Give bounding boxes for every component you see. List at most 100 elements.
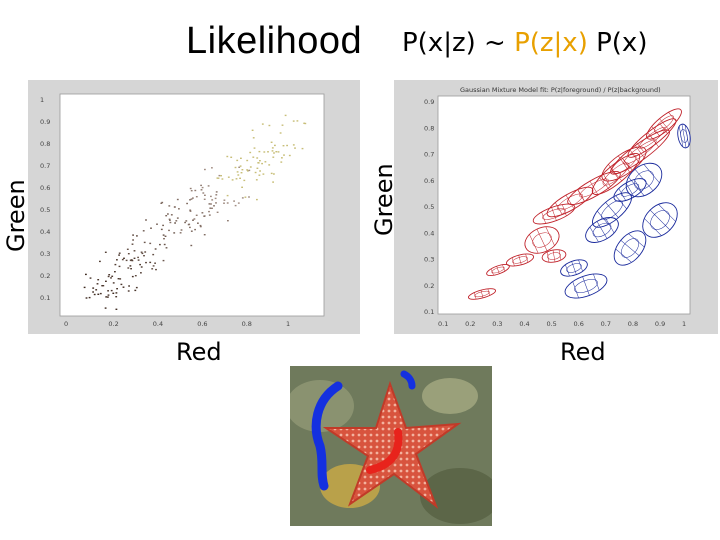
gaussian-mesh-ring xyxy=(547,252,561,260)
gaussian-mesh-line xyxy=(668,112,677,122)
gaussian-component xyxy=(585,217,619,243)
left-ytick-label: 0.4 xyxy=(40,228,50,236)
formula-highlight: P(z|x) xyxy=(514,28,588,58)
gaussian-mesh-line xyxy=(597,210,609,225)
gaussian-ellipse xyxy=(532,203,576,225)
scatter-point xyxy=(284,114,287,117)
scatter-point xyxy=(261,123,264,125)
scatter-point xyxy=(223,202,225,204)
gaussian-mesh-line xyxy=(502,264,506,272)
gaussian-mesh-line xyxy=(496,266,500,274)
scatter-point xyxy=(270,141,273,143)
gaussian-mesh-line xyxy=(608,164,619,179)
scatter-point xyxy=(202,192,205,194)
scatter-point xyxy=(149,242,152,245)
scatter-point xyxy=(257,162,260,164)
gaussian-component xyxy=(560,259,588,277)
left-xtick-label: 0 xyxy=(64,320,68,328)
gaussian-mesh-ring xyxy=(512,256,528,264)
gaussian-mesh-ring xyxy=(592,222,612,238)
gaussian-mesh-line xyxy=(487,288,490,296)
scatter-point xyxy=(116,288,118,290)
background-stroke xyxy=(400,370,416,390)
right-ytick-label: 0.4 xyxy=(424,229,434,237)
scatter-point xyxy=(185,220,188,222)
gaussian-mesh-ring xyxy=(654,115,674,133)
scatter-point xyxy=(236,171,239,173)
scatter-point xyxy=(304,122,307,125)
starfish xyxy=(322,380,462,509)
gaussian-mesh-ring xyxy=(491,266,505,274)
scatter-point xyxy=(168,229,170,232)
scatter-point xyxy=(258,174,261,176)
scatter-point xyxy=(152,265,155,267)
gaussian-mesh-line xyxy=(578,259,583,272)
scatter-point xyxy=(95,289,98,291)
scatter-point xyxy=(180,229,183,231)
gaussian-component xyxy=(567,171,621,205)
right-xtick-label: 1 xyxy=(682,320,686,328)
scatter-point xyxy=(163,238,165,240)
scatter-point xyxy=(241,197,244,199)
scatter-point xyxy=(292,120,295,122)
scatter-point xyxy=(201,212,204,214)
scatter-point xyxy=(143,255,145,257)
scatter-point xyxy=(247,170,249,172)
left-ytick-label: 0.7 xyxy=(40,162,50,170)
scatter-point xyxy=(115,292,118,294)
left-xtick-label: 1 xyxy=(286,320,290,328)
left-ytick-label: 1 xyxy=(40,96,44,104)
gaussian-mesh-line xyxy=(625,182,635,198)
scatter-point xyxy=(264,161,267,163)
scatter-point xyxy=(176,198,179,201)
left-scatter-plot: 10.90.80.70.60.50.40.30.20.1 0 0.2 0.4 0.6 0… xyxy=(28,80,360,334)
scatter-point xyxy=(107,294,110,296)
scatter-point xyxy=(143,241,146,244)
scatter-point xyxy=(234,204,237,207)
scatter-point xyxy=(169,221,172,224)
slide-title: Likelihood xyxy=(186,20,363,62)
scatter-point xyxy=(118,252,121,254)
left-ytick-label: 0.5 xyxy=(40,206,50,214)
gaussian-mesh-line xyxy=(555,202,563,215)
scatter-point xyxy=(248,169,251,172)
scatter-point xyxy=(105,296,108,298)
scatter-point xyxy=(145,261,147,264)
scatter-point xyxy=(210,203,212,205)
scatter-point xyxy=(165,247,168,249)
scatter-point xyxy=(174,222,176,224)
scatter-point xyxy=(179,232,182,234)
scatter-point xyxy=(154,262,156,264)
scatter-point xyxy=(256,167,259,169)
gaussian-mesh-ring xyxy=(621,238,639,258)
scatter-point xyxy=(85,273,87,276)
scatter-point xyxy=(188,223,191,225)
scatter-point xyxy=(88,296,91,299)
scatter-point xyxy=(281,124,284,126)
scatter-point xyxy=(115,296,118,298)
scatter-point xyxy=(270,172,273,175)
scatter-point xyxy=(116,259,118,261)
scatter-point xyxy=(226,155,229,158)
scatter-point xyxy=(115,308,118,310)
scatter-point xyxy=(189,199,191,201)
scatter-point xyxy=(239,165,242,167)
gaussian-mesh-ring xyxy=(650,210,670,230)
scatter-point xyxy=(132,234,134,236)
left-ytick-label: 0.1 xyxy=(40,294,50,302)
scatter-point xyxy=(246,169,248,171)
scatter-point xyxy=(105,280,107,282)
scatter-point xyxy=(239,177,241,179)
scatter-point xyxy=(243,179,246,182)
scatter-point xyxy=(160,228,163,231)
scatter-point xyxy=(190,244,193,247)
left-ytick-label: 0.8 xyxy=(40,140,50,148)
left-plot-yticks: 1 0.9 0.8 0.7 0.6 0.5 0.4 0.3 0.2 0.1 xyxy=(40,96,50,302)
gaussian-mesh-ring xyxy=(566,263,582,273)
scatter-point xyxy=(104,251,107,253)
gaussian-mesh-line xyxy=(571,261,577,275)
scatter-point xyxy=(96,283,99,285)
scatter-point xyxy=(231,179,234,181)
scatter-point xyxy=(271,147,274,149)
scatter-point xyxy=(275,151,278,153)
